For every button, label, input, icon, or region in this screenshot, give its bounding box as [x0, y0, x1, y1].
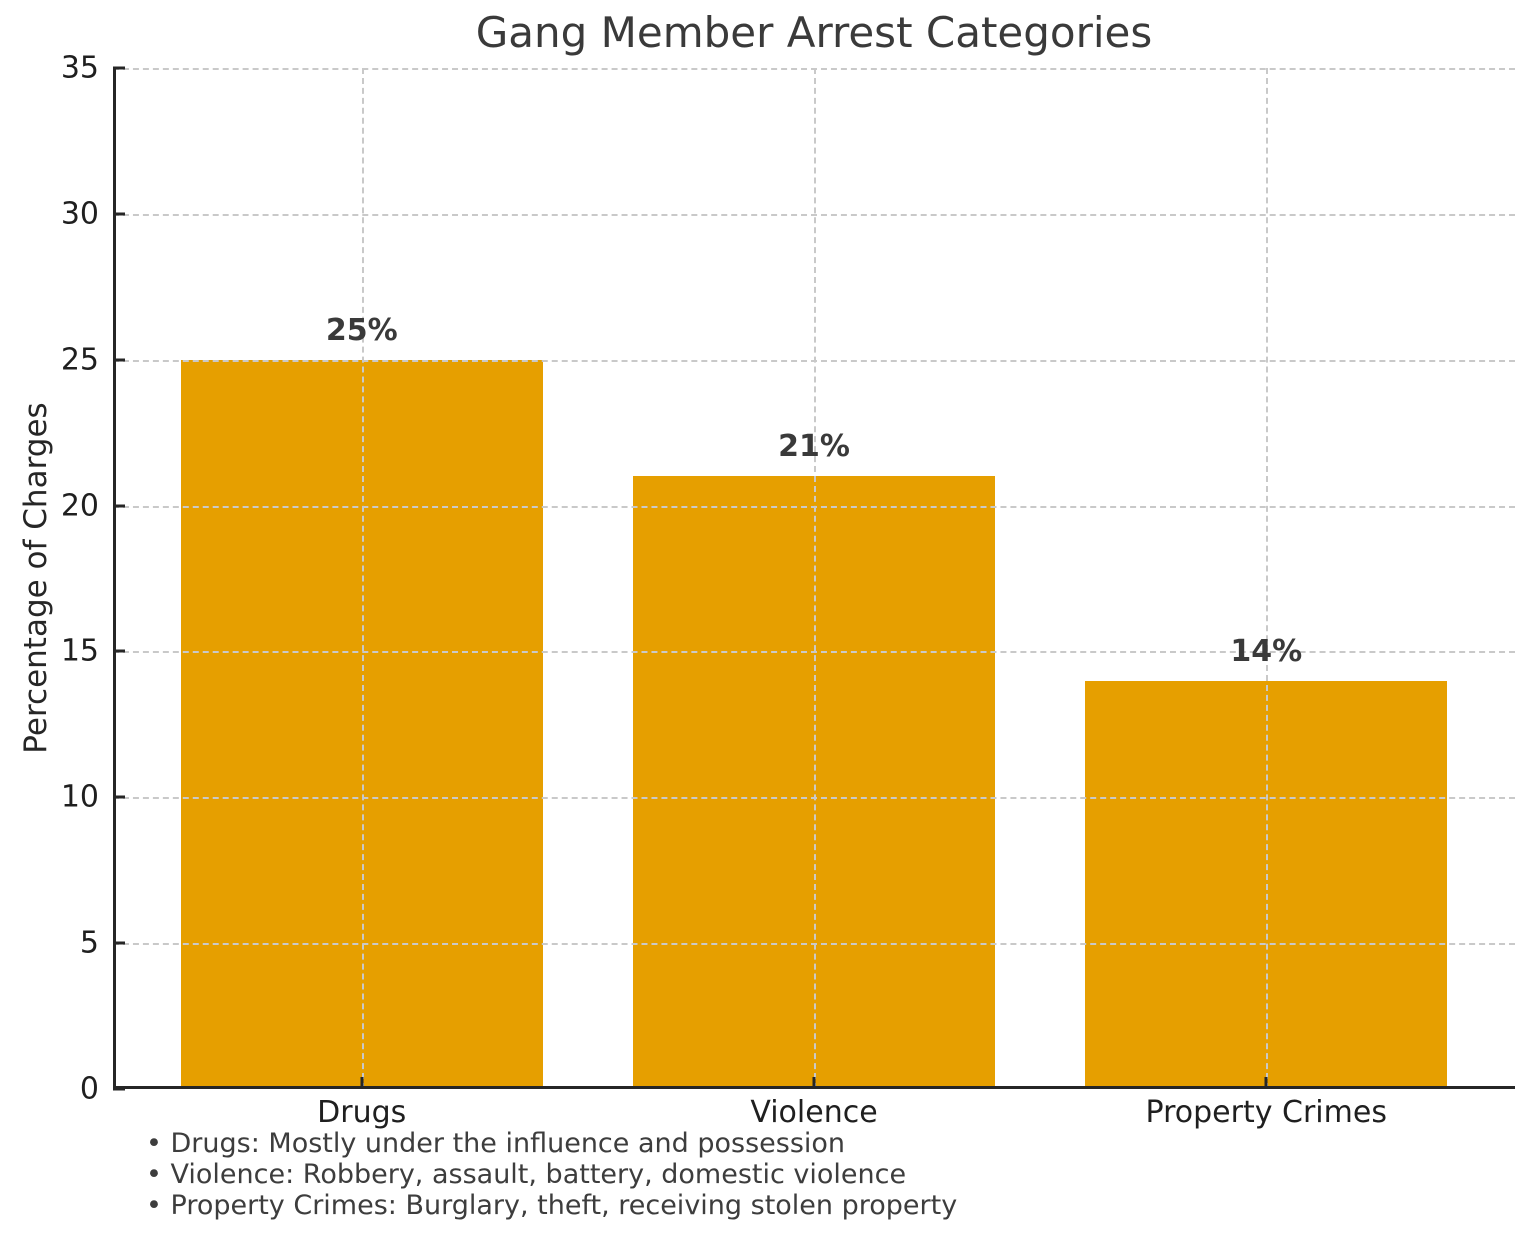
bars-layer — [113, 68, 1515, 1089]
x-tick-label-violence: Violence — [750, 1095, 878, 1130]
gridline-h-35 — [113, 68, 1515, 70]
gridline-h-30 — [113, 213, 1515, 216]
gridline-h-15 — [113, 651, 1515, 654]
x-tick-label-drugs: Drugs — [317, 1095, 407, 1130]
x-tick-label-property-crimes: Property Crimes — [1145, 1095, 1387, 1130]
y-tick-label-5: 5 — [79, 925, 99, 961]
y-tick-mark-30 — [113, 212, 125, 216]
y-tick-label-0: 0 — [79, 1071, 99, 1107]
bar-value-label-drugs: 25% — [325, 312, 398, 348]
gridline-v-drugs — [361, 68, 364, 1089]
bar-value-label-property-crimes: 14% — [1230, 633, 1303, 669]
y-tick-label-20: 20 — [60, 488, 99, 524]
y-tick-label-25: 25 — [60, 342, 99, 378]
y-axis-spine — [113, 68, 116, 1089]
bar-property-crimes — [1085, 680, 1448, 1089]
y-tick-mark-15 — [113, 649, 125, 653]
y-tick-mark-10 — [113, 795, 125, 799]
gridline-v-property-crimes — [1266, 68, 1269, 1089]
footnote-item: • Drugs: Mostly under the influence and … — [146, 1128, 846, 1159]
bar-drugs — [180, 359, 543, 1089]
bar-value-label-violence: 21% — [778, 429, 850, 465]
y-tick-mark-0 — [113, 1087, 125, 1091]
gridline-h-25 — [113, 359, 1515, 362]
y-tick-label-10: 10 — [60, 779, 99, 815]
chart-title: Gang Member Arrest Categories — [475, 8, 1153, 57]
footnote-item: • Property Crimes: Burglary, theft, rece… — [146, 1190, 958, 1221]
gridline-h-5 — [113, 943, 1515, 946]
y-tick-mark-25 — [113, 358, 125, 362]
axes-layer — [113, 66, 1515, 1091]
x-tick-mark-property-crimes — [1264, 1077, 1268, 1089]
footnote-item: • Violence: Robbery, assault, battery, d… — [146, 1159, 907, 1190]
y-tick-mark-35 — [113, 66, 125, 70]
bar-violence — [633, 476, 995, 1089]
y-tick-label-35: 35 — [60, 50, 99, 86]
x-tick-mark-violence — [812, 1077, 816, 1089]
y-tick-mark-20 — [113, 504, 125, 508]
footnote-list: • Drugs: Mostly under the influence and … — [146, 1128, 957, 1221]
y-tick-mark-5 — [113, 941, 125, 945]
grid-layer — [113, 68, 1515, 1089]
gridline-h-10 — [113, 797, 1515, 800]
plot-area: Drugs 25% Violence 21% Property Crimes 14% 0 5 1… — [61, 51, 1515, 1131]
y-tick-label-30: 30 — [60, 196, 99, 232]
labels-layer: Drugs 25% Violence 21% Property Crimes 14% 0 5 1… — [61, 51, 1515, 1131]
y-tick-label-15: 15 — [60, 633, 99, 669]
gridline-v-violence — [814, 68, 816, 1089]
x-tick-mark-drugs — [360, 1077, 364, 1089]
gridline-h-20 — [113, 505, 1515, 508]
y-axis-label: Percentage of Charges — [18, 402, 54, 754]
